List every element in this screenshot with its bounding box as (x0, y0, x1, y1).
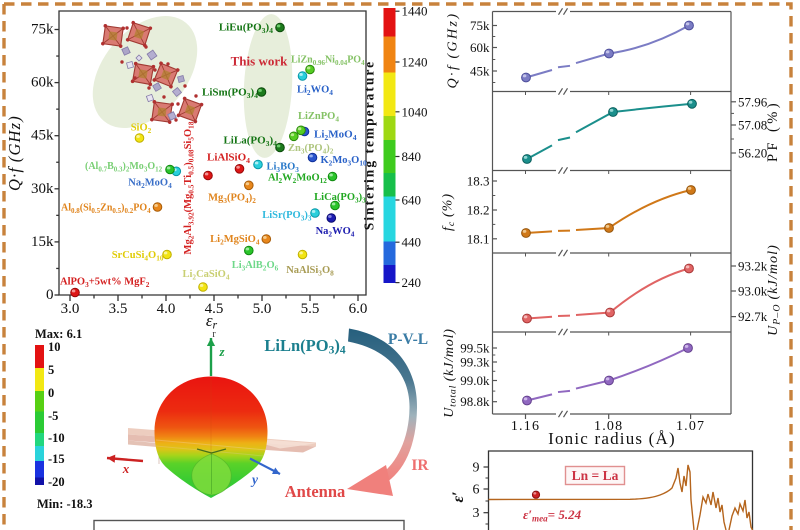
svg-text:Sintering temperature: Sintering temperature (362, 60, 377, 230)
svg-text:18.2: 18.2 (467, 203, 490, 218)
svg-text:18.3: 18.3 (467, 174, 490, 189)
svg-text:-10: -10 (48, 431, 65, 445)
svg-text:(Al0.7B0.3)2Mo3O12: (Al0.7B0.3)2Mo3O12 (85, 161, 163, 174)
svg-text:240: 240 (402, 275, 422, 290)
svg-text:Li3BO3: Li3BO3 (267, 162, 300, 175)
svg-text:4.0: 4.0 (157, 301, 176, 317)
svg-text:5: 5 (48, 363, 54, 377)
svg-text:1240: 1240 (402, 55, 428, 70)
svg-text:ε′: ε′ (450, 491, 467, 502)
svg-text:Max: 6.1: Max: 6.1 (35, 327, 82, 341)
svg-text:Li2MgSiO4: Li2MgSiO4 (210, 234, 260, 247)
svg-text:640: 640 (402, 193, 422, 208)
svg-text:440: 440 (402, 235, 422, 250)
svg-text:30k: 30k (31, 181, 54, 197)
svg-text:57.96: 57.96 (738, 94, 768, 109)
svg-text:3: 3 (473, 506, 480, 521)
svg-text:LiLn(PO3)4: LiLn(PO3)4 (264, 336, 345, 357)
svg-text:SiO2: SiO2 (131, 123, 152, 136)
svg-text:99.3k: 99.3k (460, 355, 490, 370)
svg-text:0: 0 (48, 386, 54, 400)
svg-text:5.0: 5.0 (253, 301, 272, 317)
svg-text:6: 6 (473, 483, 480, 498)
svg-text:45k: 45k (470, 64, 490, 79)
svg-text:-20: -20 (48, 475, 65, 489)
svg-text:18.1: 18.1 (467, 231, 490, 246)
svg-text:PF (%): PF (%) (765, 100, 781, 162)
svg-text:y: y (250, 472, 259, 487)
svg-text:z: z (218, 344, 225, 359)
svg-text:Antenna: Antenna (285, 482, 346, 501)
svg-text:1.08: 1.08 (594, 419, 623, 434)
svg-text:Mg2Al3.92(Mg0.5Ti0.5)0.08Si5O1: Mg2Al3.92(Mg0.5Ti0.5)0.08Si5O18 (183, 121, 196, 254)
svg-text:εr: εr (206, 311, 218, 332)
svg-text:92.7k: 92.7k (738, 309, 768, 324)
svg-text:SrCuSi4O10: SrCuSi4O10 (112, 250, 164, 263)
svg-text:15k: 15k (31, 234, 54, 250)
svg-text:Li3AlB2O6: Li3AlB2O6 (232, 260, 279, 273)
svg-text:1.16: 1.16 (511, 419, 540, 434)
svg-text:Li2MoO4: Li2MoO4 (314, 129, 357, 143)
svg-text:56.20: 56.20 (738, 146, 767, 161)
svg-text:Al2W2MoO12: Al2W2MoO12 (268, 173, 327, 186)
svg-text:Zn3(PO4)2: Zn3(PO4)2 (288, 143, 334, 156)
svg-text:4.5: 4.5 (205, 301, 224, 317)
svg-text:93.0k: 93.0k (738, 284, 768, 299)
svg-text:LiSr(PO3)3: LiSr(PO3)3 (262, 210, 312, 223)
svg-text:60k: 60k (470, 40, 490, 55)
svg-text:75k: 75k (470, 18, 490, 33)
svg-text:UP–O (kJ/mol): UP–O (kJ/mol) (766, 244, 783, 336)
svg-text:fc (%): fc (%) (441, 193, 458, 231)
svg-text:Min: -18.3: Min: -18.3 (37, 497, 93, 511)
svg-text:ε′mea= 5.24: ε′mea= 5.24 (523, 507, 582, 524)
svg-text:98.8k: 98.8k (460, 394, 490, 409)
svg-text:10: 10 (48, 340, 61, 354)
svg-text:3.5: 3.5 (109, 301, 128, 317)
svg-text:0: 0 (46, 287, 54, 303)
svg-text:Li2CaSiO4: Li2CaSiO4 (183, 269, 230, 282)
svg-text:99.5k: 99.5k (460, 341, 490, 356)
svg-text:x: x (122, 461, 130, 476)
svg-text:Utotal (kJ/mol): Utotal (kJ/mol) (442, 328, 459, 418)
svg-text:Q·f (GHz): Q·f (GHz) (5, 115, 24, 191)
svg-text:LiCa(PO3)3: LiCa(PO3)3 (314, 192, 366, 205)
svg-text:5.5: 5.5 (301, 301, 320, 317)
svg-text:Li2WO4: Li2WO4 (297, 85, 333, 98)
svg-text:57.08: 57.08 (738, 118, 767, 133)
svg-text:6.0: 6.0 (349, 301, 368, 317)
svg-text:1440: 1440 (402, 4, 428, 19)
svg-text:Na2MoO4: Na2MoO4 (128, 178, 172, 191)
svg-text:93.2k: 93.2k (738, 259, 768, 274)
svg-text:9: 9 (473, 461, 480, 476)
svg-text:Q·f (GHz): Q·f (GHz) (446, 12, 461, 89)
svg-text:AlPO3+5wt% MgF2: AlPO3+5wt% MgF2 (60, 277, 150, 290)
svg-text:-5: -5 (48, 409, 58, 423)
svg-text:840: 840 (402, 149, 422, 164)
svg-text:Al0.8(Si0.5Zn0.5)0.2PO4: Al0.8(Si0.5Zn0.5)0.2PO4 (61, 203, 151, 216)
svg-text:60k: 60k (31, 75, 54, 91)
svg-text:Ionic radius (Å): Ionic radius (Å) (548, 429, 676, 448)
svg-text:P-V-L: P-V-L (388, 331, 428, 348)
svg-text:LiEu(PO3)4: LiEu(PO3)4 (219, 22, 273, 36)
svg-text:Mg3(PO4)2: Mg3(PO4)2 (208, 193, 256, 206)
svg-text:LiSm(PO3)4: LiSm(PO3)4 (202, 87, 258, 101)
svg-text:This work: This work (231, 54, 288, 69)
svg-text:K2Mo3O10: K2Mo3O10 (321, 155, 367, 168)
svg-text:r: r (212, 329, 216, 340)
svg-text:1040: 1040 (402, 104, 428, 119)
svg-text:LiZn0.96Ni0.04PO4: LiZn0.96Ni0.04PO4 (291, 55, 365, 68)
svg-text:LiAlSiO4: LiAlSiO4 (207, 152, 250, 166)
svg-text:75k: 75k (31, 22, 54, 38)
svg-text:LiZnPO4: LiZnPO4 (298, 111, 339, 124)
svg-text:99.0k: 99.0k (460, 373, 490, 388)
svg-text:-15: -15 (48, 452, 65, 466)
svg-text:IR: IR (411, 457, 429, 474)
svg-text:1.07: 1.07 (676, 419, 705, 434)
svg-text:LiLa(PO3)4: LiLa(PO3)4 (223, 135, 277, 149)
svg-text:NaAlSi3O8: NaAlSi3O8 (286, 265, 334, 278)
svg-text:Na2WO4: Na2WO4 (316, 226, 355, 239)
svg-text:45k: 45k (31, 128, 54, 144)
svg-text:Ln = La: Ln = La (572, 468, 619, 483)
svg-text:3.0: 3.0 (61, 301, 80, 317)
